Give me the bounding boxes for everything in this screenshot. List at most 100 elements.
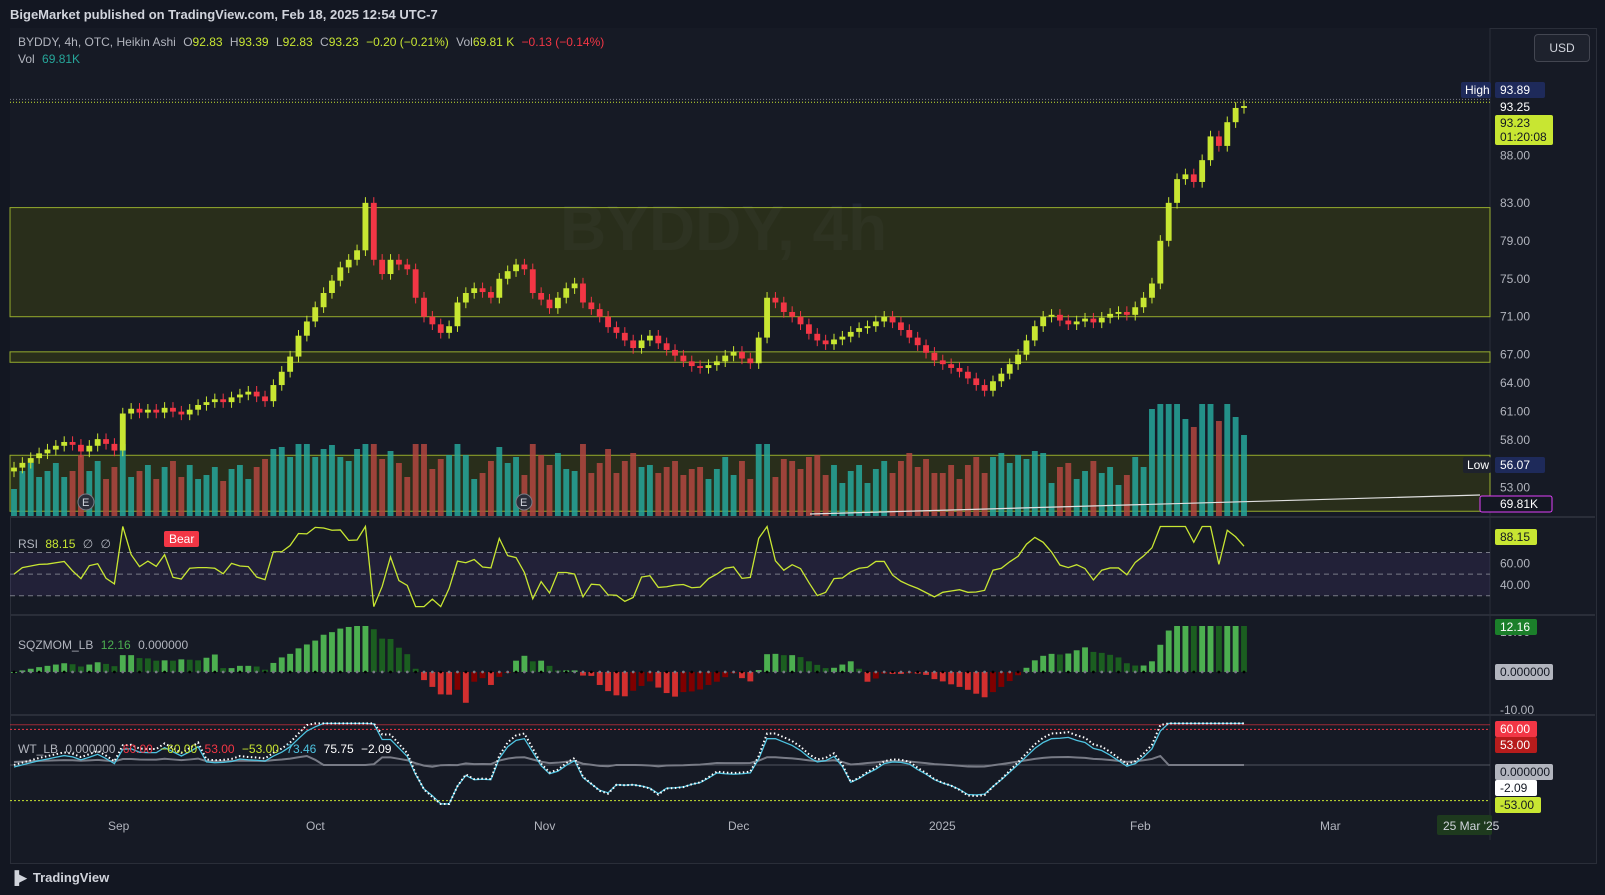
sqzmom-bar [1107, 654, 1114, 672]
volume-bar [44, 471, 51, 516]
volume-bar [948, 465, 955, 516]
sqzmom-zero-dot [87, 670, 91, 674]
candle-body [262, 396, 268, 402]
footer-brand[interactable]: ▐▶ TradingView [10, 870, 109, 886]
sqzmom-bar [186, 659, 193, 672]
sqzmom-zero-dot [154, 670, 158, 674]
volume-bar [638, 467, 645, 516]
sqzmom-zero-dot [974, 670, 978, 674]
sqzmom-zero-dot [1108, 670, 1112, 674]
volume-bar [1048, 483, 1055, 516]
volume-bar [697, 467, 704, 516]
volume-bar [86, 471, 93, 516]
volume-bar [529, 444, 536, 516]
candle-body [220, 399, 227, 403]
sqzmom-bar [621, 672, 628, 697]
volume-bar [990, 457, 996, 516]
candle-body [1107, 313, 1114, 318]
sqzmom-value-bg [1495, 619, 1537, 635]
sqzmom-zero-dot [656, 670, 660, 674]
sqzmom-zero-dot [1242, 670, 1246, 674]
last-price-label: 93.23 [1500, 116, 1530, 130]
price-tick-label: 64.00 [1500, 376, 1530, 390]
sqzmom-bar [128, 655, 135, 672]
volume-bar [362, 444, 369, 516]
candle-body [128, 408, 135, 414]
sqzmom-bar [747, 672, 754, 682]
sqzmom-bar [923, 672, 929, 675]
volume-bar [1149, 409, 1155, 516]
low-value: 92.83 [282, 35, 313, 49]
currency-button[interactable]: USD [1534, 34, 1590, 62]
rsi-value: 88.15 [45, 537, 76, 551]
sqzmom-bar [722, 672, 729, 678]
candle-body [939, 360, 946, 365]
sqzmom-bar [387, 638, 394, 672]
candle-body [722, 355, 729, 362]
volume-bar [914, 467, 921, 516]
sqzmom-zero-dot [665, 670, 669, 674]
sqzmom-zero-dot [840, 670, 844, 674]
wt-m53-bg [1495, 797, 1541, 813]
low-tag-label: Low [1467, 458, 1489, 472]
candle-body [446, 326, 453, 333]
candle-body [404, 264, 411, 270]
close-label: C [320, 35, 329, 49]
sqzmom-zero-dot [1008, 670, 1012, 674]
candle-body [1215, 136, 1222, 146]
sqzmom-zero-dot [807, 670, 811, 674]
last-price-bg [1495, 115, 1553, 145]
sqzmom-bar [998, 672, 1005, 687]
sqzmom-bar [1241, 626, 1247, 672]
sqzmom-bar [278, 657, 285, 672]
volume-bar [128, 477, 135, 516]
price-tick-label: 58.00 [1500, 433, 1530, 447]
sqzmom-bar [605, 672, 612, 692]
candle-body [521, 264, 528, 270]
candle-body [1090, 318, 1097, 323]
candle-body [1174, 179, 1180, 203]
sqzmom-bar [27, 668, 34, 672]
candle-body [646, 335, 653, 341]
volume-bar [688, 469, 695, 516]
volume-bar [496, 447, 503, 516]
sqzmom-zero-dot [1192, 670, 1196, 674]
volume-bar [672, 461, 678, 516]
candle-body [36, 453, 43, 459]
sqzmom-zero-dot [815, 670, 819, 674]
sqzmom-zero-dot [297, 670, 300, 674]
candle-body [1031, 326, 1038, 341]
volume-bar [1065, 463, 1072, 516]
candle-body [253, 391, 260, 397]
sqzmom-bar [370, 629, 377, 672]
earnings-marker-icon [515, 493, 533, 511]
time-cursor-label: 25 Mar '25 [1443, 819, 1500, 833]
volume-ma-line [809, 494, 1481, 515]
sqzmom-bar [588, 672, 595, 676]
volume-bar [245, 479, 252, 516]
candle-body [805, 324, 812, 334]
volume-bar [831, 465, 837, 516]
volume-bar [312, 457, 319, 516]
sqzmom-bar [847, 661, 854, 672]
sqzmom-bar [672, 672, 678, 697]
change-value: −0.20 (−0.21%) [366, 35, 449, 49]
vol-change: −0.13 (−0.14%) [521, 35, 605, 49]
wt-53-label: 53.00 [1500, 738, 1530, 752]
volume-bar [546, 465, 553, 516]
tradingview-logo-icon: ▐▶ [10, 870, 27, 885]
sqzmom-zero-dot [523, 670, 526, 674]
volume-bar [471, 479, 478, 516]
candle-body [1232, 107, 1239, 123]
volume-bar [211, 467, 218, 516]
volume-bar [713, 469, 720, 516]
sqzmom-bar [329, 632, 335, 672]
wt-name: WT_LB [18, 742, 59, 756]
volume-bar [395, 463, 402, 516]
sqzmom-zero-dot [1066, 670, 1070, 674]
sqzmom-zero-dot [589, 670, 593, 674]
volume-bar [144, 465, 151, 516]
candle-body [747, 358, 754, 364]
volume-bar [354, 449, 360, 516]
